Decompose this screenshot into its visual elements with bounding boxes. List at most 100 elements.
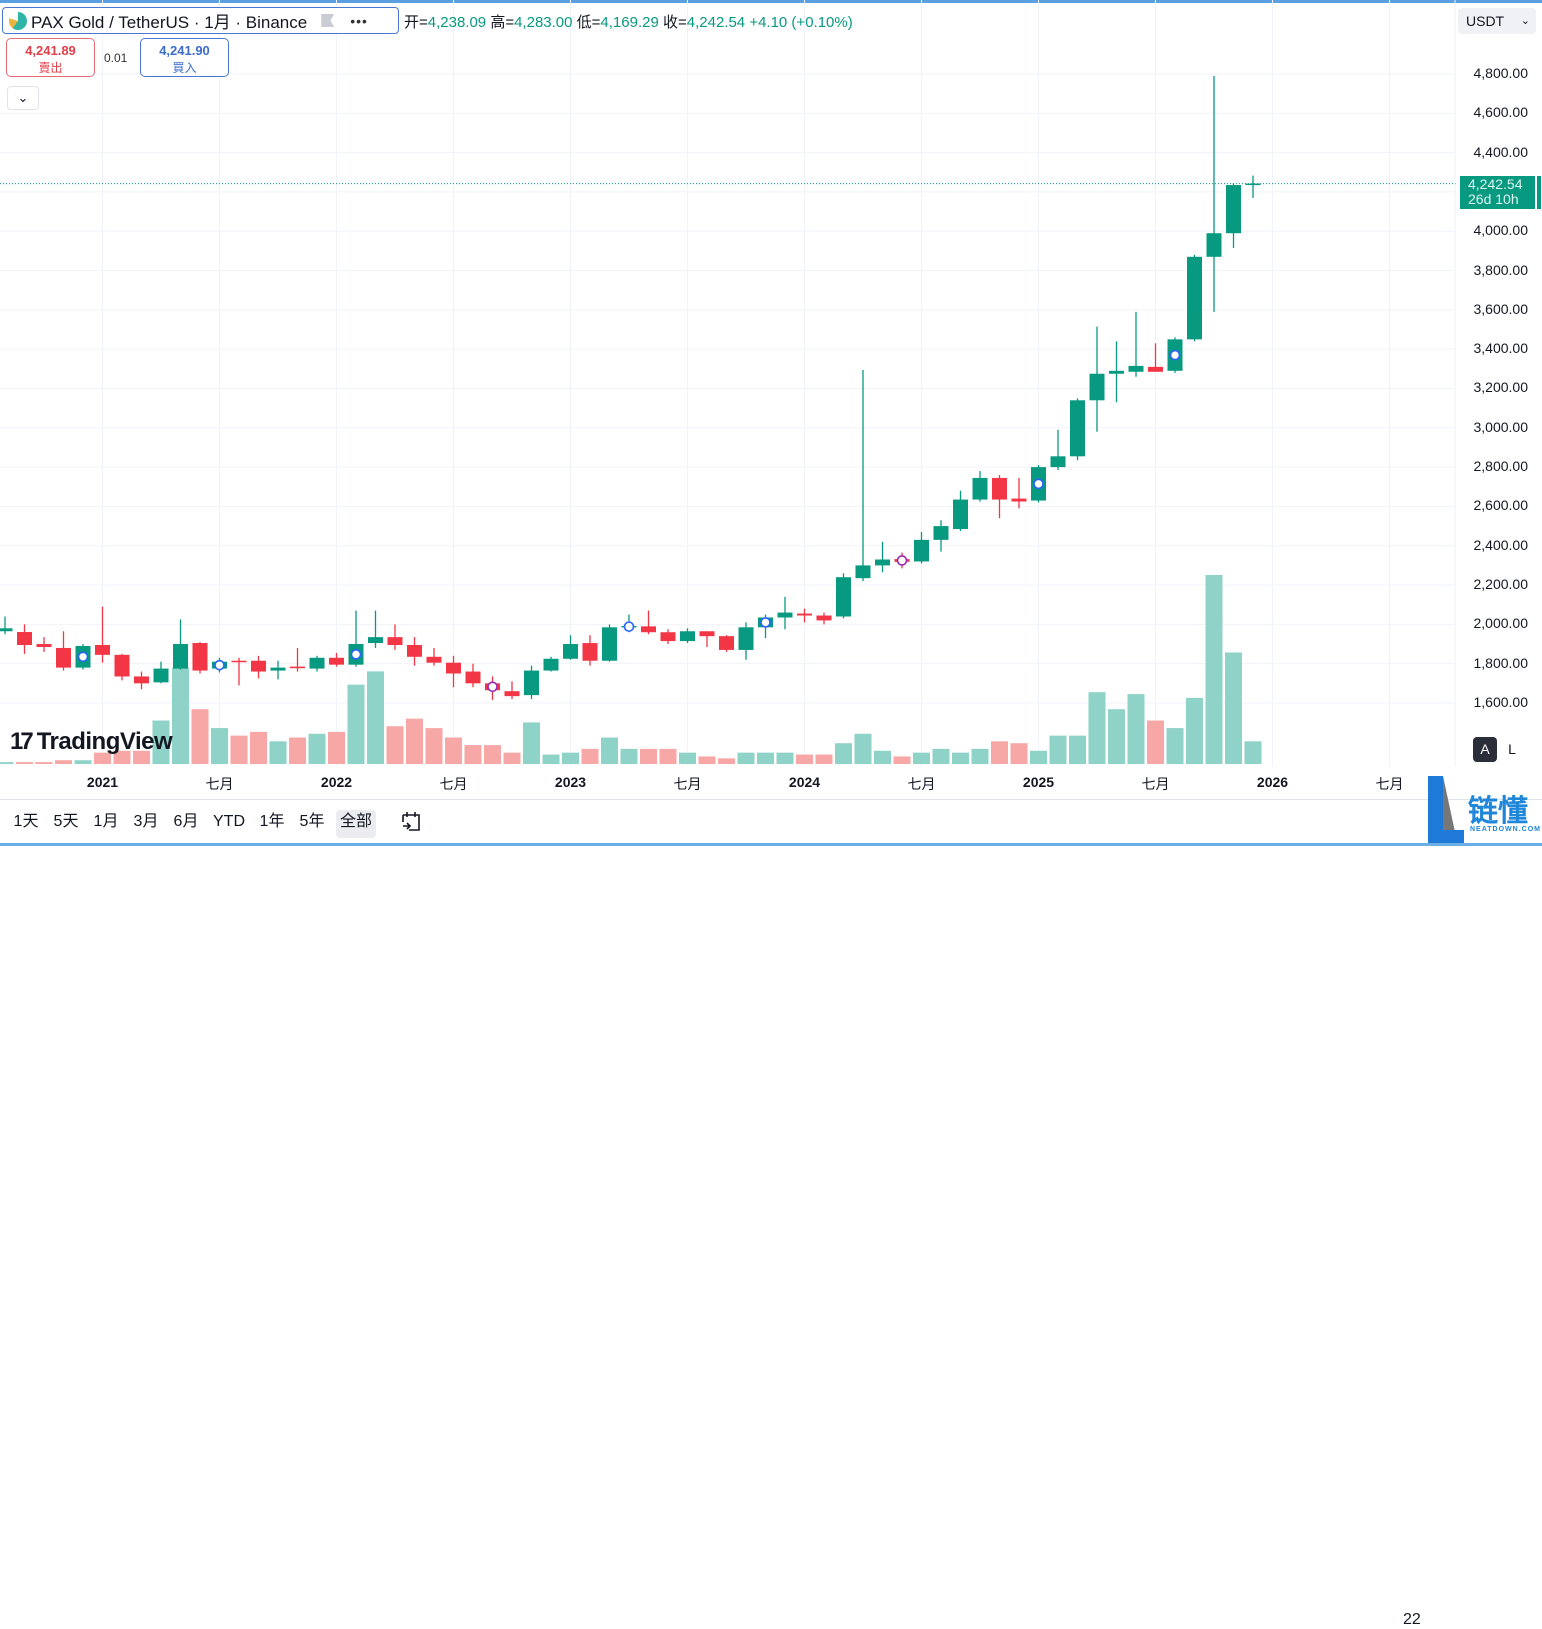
candle-body (407, 645, 422, 657)
volume-bar (874, 750, 891, 764)
tradingview-logo[interactable]: 17 TradingView (10, 728, 173, 756)
candle-body (816, 615, 832, 621)
range-button[interactable]: YTD (213, 813, 245, 830)
candle-body (270, 667, 286, 671)
candle-body (797, 613, 812, 616)
volume-bar (211, 728, 228, 764)
candle-body (290, 666, 305, 669)
buy-button[interactable]: 4,241.90 買入 (140, 38, 229, 77)
candle-body (17, 632, 32, 646)
range-button[interactable]: 3月 (133, 813, 159, 830)
price-tick: 2,600.00 (1473, 497, 1529, 514)
candle-body (95, 645, 110, 655)
candle-body (1226, 185, 1241, 234)
go-to-date-icon[interactable] (400, 810, 422, 832)
candle-body (855, 565, 871, 579)
more-icon[interactable]: ••• (350, 12, 368, 29)
auto-scale-button[interactable]: A (1473, 737, 1497, 762)
candle-body (524, 670, 539, 696)
volume-bar (1010, 743, 1028, 764)
candle-body (329, 657, 344, 665)
volume-bar (289, 737, 306, 764)
time-readout: 22 (1403, 1611, 1421, 1628)
symbol-legend[interactable]: PAX Gold / TetherUS · 1月 · Binance ••• (2, 7, 399, 34)
collapse-chevron-icon[interactable]: ⌄ (7, 86, 39, 110)
volume-bar (386, 726, 404, 764)
time-tick: 2026 (1256, 774, 1289, 790)
candlestick-chart[interactable] (0, 0, 1542, 800)
candle-body (972, 477, 988, 500)
time-tick: 2021 (86, 774, 119, 790)
volume-bar (601, 737, 618, 764)
volume-bar (854, 733, 872, 764)
volume-bar (1108, 709, 1125, 764)
price-tick: 1,600.00 (1473, 693, 1529, 710)
volume-bar (484, 745, 501, 764)
event-marker-icon (350, 649, 362, 660)
volume-bar (523, 722, 540, 764)
low-key: 低= (576, 14, 601, 31)
volume-bar (55, 760, 72, 764)
flag-icon[interactable] (321, 14, 335, 27)
volume-bar (913, 752, 930, 764)
bar-countdown: 26d 10h (1468, 191, 1519, 207)
candle-body (231, 660, 247, 663)
volume-bar (1069, 735, 1086, 764)
currency-select[interactable]: USDT ⌄ (1458, 8, 1536, 34)
range-button[interactable]: 1年 (259, 813, 285, 830)
candle-body (563, 644, 578, 659)
volume-bar (347, 684, 365, 764)
volume-bar (308, 733, 326, 764)
volume-bar (1205, 575, 1223, 764)
log-scale-button[interactable]: L (1508, 741, 1516, 757)
volume-bar (893, 756, 911, 764)
volume-bar (1088, 692, 1106, 764)
candle-body (1206, 233, 1222, 257)
candle-body (953, 499, 968, 530)
volume-bar (1030, 750, 1047, 764)
candle-body (1089, 373, 1105, 401)
volume-bar (425, 728, 443, 764)
volume-bar (464, 745, 482, 764)
time-tick: 2023 (554, 774, 587, 790)
candle-body (173, 644, 188, 669)
volume-bar (191, 709, 209, 764)
range-button[interactable]: 1月 (93, 813, 119, 830)
tradingview-wordmark: TradingView (36, 728, 173, 755)
high-key: 高= (490, 14, 515, 31)
paxg-logo-icon (9, 11, 27, 30)
volume-bar (679, 752, 696, 764)
candle-body (933, 526, 949, 540)
volume-bar (1186, 697, 1203, 764)
price-tick: 2,200.00 (1473, 576, 1529, 593)
last-price: 4,242.54 (1468, 176, 1523, 192)
change-value: +4.10 (+0.10%) (749, 14, 853, 31)
candle-body (543, 658, 559, 671)
volume-bar (757, 752, 774, 764)
range-button[interactable]: 6月 (173, 813, 199, 830)
volume-bar (172, 667, 189, 764)
candle-body (777, 612, 793, 618)
volume-bar (952, 752, 969, 764)
tradingview-mark-icon: 17 (10, 728, 34, 755)
candle-body (446, 662, 461, 674)
event-marker-icon (77, 651, 89, 663)
bottom-toolbar: 1天 5天 1月 3月 6月 YTD 1年 5年 全部 22 (0, 799, 1542, 1628)
candle-body (465, 671, 481, 684)
sell-button[interactable]: 4,241.89 賣出 (6, 38, 95, 77)
open-key: 开= (404, 14, 428, 31)
candle-body (192, 643, 208, 671)
range-button[interactable]: 全部 (335, 810, 377, 838)
currency-label: USDT (1466, 13, 1505, 29)
volume-bar (1244, 741, 1262, 764)
range-button[interactable]: 1天 (13, 813, 39, 830)
range-button[interactable]: 5天 (53, 813, 79, 830)
candle-body (699, 631, 715, 637)
candle-body (1011, 498, 1027, 502)
candle-body (602, 627, 617, 661)
price-tick: 3,200.00 (1473, 379, 1529, 396)
volume-bar (698, 756, 716, 764)
volume-bar (133, 750, 150, 764)
range-button[interactable]: 5年 (299, 813, 325, 830)
volume-bar (640, 748, 657, 764)
